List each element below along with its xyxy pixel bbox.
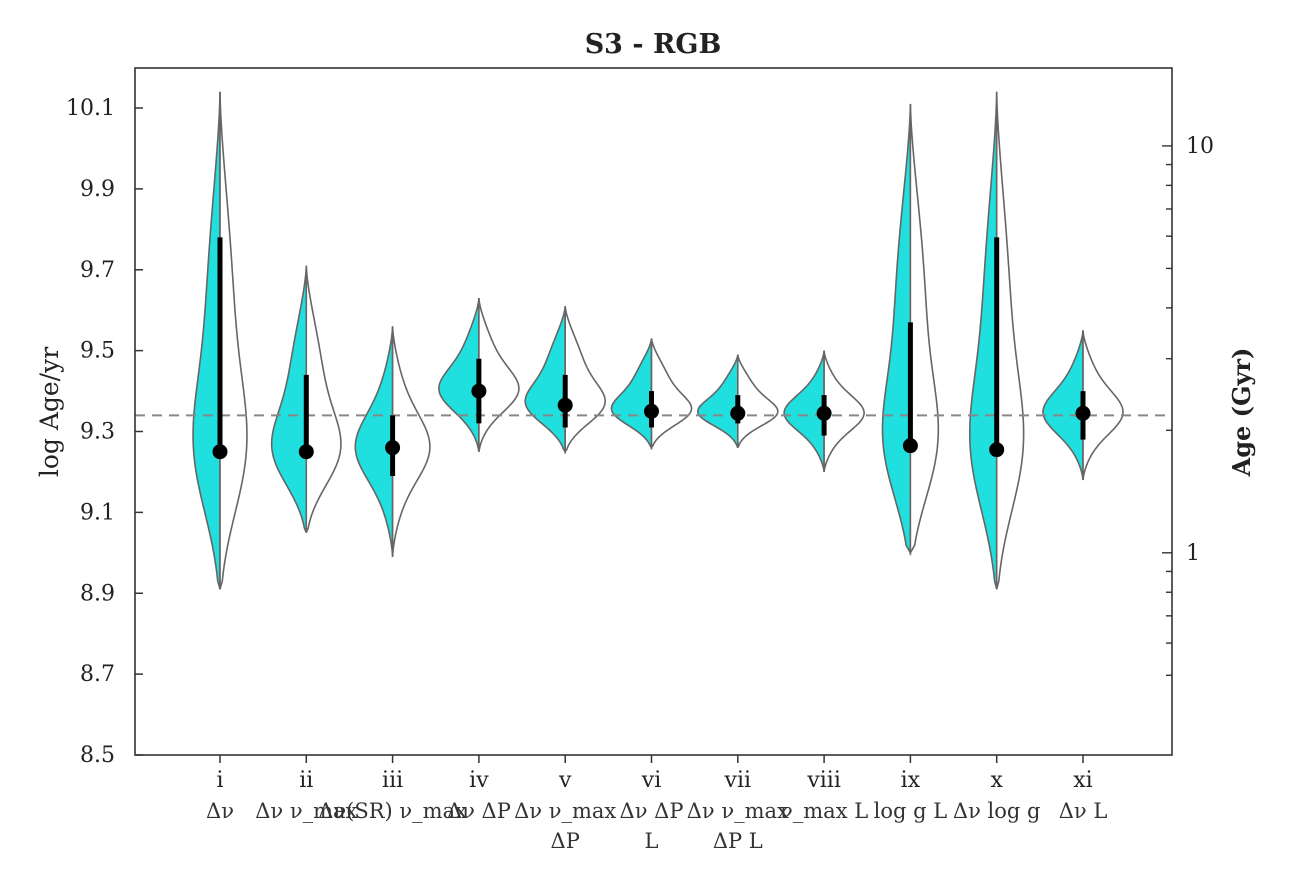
category-inputs-i: Δν bbox=[206, 799, 234, 823]
median-dot-iii bbox=[385, 440, 401, 456]
violin-right-vii bbox=[737, 354, 779, 449]
y-tick-label: 9.1 bbox=[80, 500, 115, 525]
median-dot-i bbox=[212, 444, 228, 460]
category-inputs-vi: Δν ΔP bbox=[620, 799, 684, 823]
violin-right-v bbox=[564, 306, 607, 455]
category-inputs-viii: ν_max L bbox=[780, 799, 868, 823]
y-tick-label: 8.9 bbox=[80, 581, 115, 606]
median-dot-xi bbox=[1075, 405, 1091, 421]
violin-left-i bbox=[192, 91, 221, 590]
category-id-vi: vi bbox=[641, 768, 661, 793]
category-inputs-vii: Δν ν_max bbox=[687, 799, 789, 823]
median-dot-vi bbox=[644, 403, 659, 419]
violin-right-iii bbox=[391, 326, 431, 557]
category-id-vii: vii bbox=[724, 768, 752, 793]
y-tick-label: 9.3 bbox=[80, 420, 115, 445]
median-dot-vii bbox=[730, 405, 746, 421]
violin-right-vi bbox=[650, 338, 693, 451]
violin-left-viii bbox=[783, 350, 825, 473]
category-inputs-iii: Δν(SR) ν_max bbox=[318, 799, 467, 823]
median-dot-iv bbox=[471, 383, 487, 399]
category-inputs-ix: log g L bbox=[874, 799, 948, 823]
category-inputs-v: Δν ν_max bbox=[514, 799, 616, 823]
y-tick-label: 8.7 bbox=[80, 662, 115, 687]
category-id-viii: viii bbox=[806, 768, 841, 793]
markers-group bbox=[212, 237, 1091, 476]
category-id-v: v bbox=[558, 768, 572, 793]
category-inputs-vi: L bbox=[645, 829, 659, 853]
y-tick-label: 9.9 bbox=[80, 177, 115, 202]
violin-right-ix bbox=[909, 103, 940, 556]
y2-axis-label: Age (Gyr) bbox=[1227, 348, 1256, 478]
violin-left-iii bbox=[354, 326, 394, 557]
category-inputs-iv: Δν ΔP bbox=[447, 799, 511, 823]
y-tick-label: 9.7 bbox=[80, 258, 115, 283]
category-inputs-ii: Δν ν_max bbox=[255, 799, 357, 823]
median-dot-x bbox=[989, 442, 1005, 458]
violin-right-viii bbox=[823, 350, 865, 473]
category-inputs-v: ΔP bbox=[551, 829, 580, 853]
violin-left-v bbox=[524, 306, 566, 455]
y2-tick-label: 10 bbox=[1186, 134, 1214, 159]
violin-right-i bbox=[219, 91, 248, 590]
category-id-xi: xi bbox=[1073, 768, 1092, 793]
chart-title: S3 - RGB bbox=[585, 29, 722, 60]
category-id-ix: ix bbox=[901, 768, 921, 793]
category-inputs-x: Δν log g bbox=[953, 799, 1041, 823]
category-id-iii: iii bbox=[382, 768, 403, 793]
y-tick-label: 9.5 bbox=[80, 339, 115, 364]
violin-left-vi bbox=[610, 338, 653, 451]
median-dot-viii bbox=[816, 405, 832, 421]
violins-group bbox=[192, 91, 1124, 590]
y-tick-label: 8.5 bbox=[80, 743, 115, 768]
median-dot-v bbox=[557, 397, 573, 413]
category-inputs-xi: Δν L bbox=[1059, 799, 1108, 823]
violin-left-vii bbox=[696, 354, 739, 449]
violin-right-xi bbox=[1082, 330, 1124, 481]
category-id-iv: iv bbox=[469, 768, 489, 793]
y2-tick-label: 1 bbox=[1186, 541, 1200, 566]
violin-left-iv bbox=[438, 297, 480, 452]
category-id-x: x bbox=[990, 768, 1003, 793]
median-dot-ix bbox=[902, 438, 918, 454]
violin-left-ii bbox=[270, 265, 308, 533]
violin-right-iv bbox=[478, 297, 520, 452]
median-dot-ii bbox=[298, 444, 314, 460]
violin-right-ii bbox=[305, 265, 342, 533]
violin-right-x bbox=[995, 91, 1025, 590]
y-tick-label: 10.1 bbox=[66, 96, 115, 121]
category-id-ii: ii bbox=[299, 768, 313, 793]
violin-left-x bbox=[968, 91, 998, 590]
category-inputs-vii: ΔP L bbox=[713, 829, 763, 853]
y-axis-label: log Age/yr bbox=[35, 347, 64, 477]
category-id-i: i bbox=[216, 768, 223, 793]
violin-left-xi bbox=[1042, 330, 1084, 481]
ticks-group: 8.5 8.7 8.9 9.1 9.3 9.5 9.7 9.9 10.1 1 10 bbox=[66, 96, 1214, 768]
violin-left-ix bbox=[881, 103, 912, 556]
plot-frame bbox=[134, 67, 1173, 756]
